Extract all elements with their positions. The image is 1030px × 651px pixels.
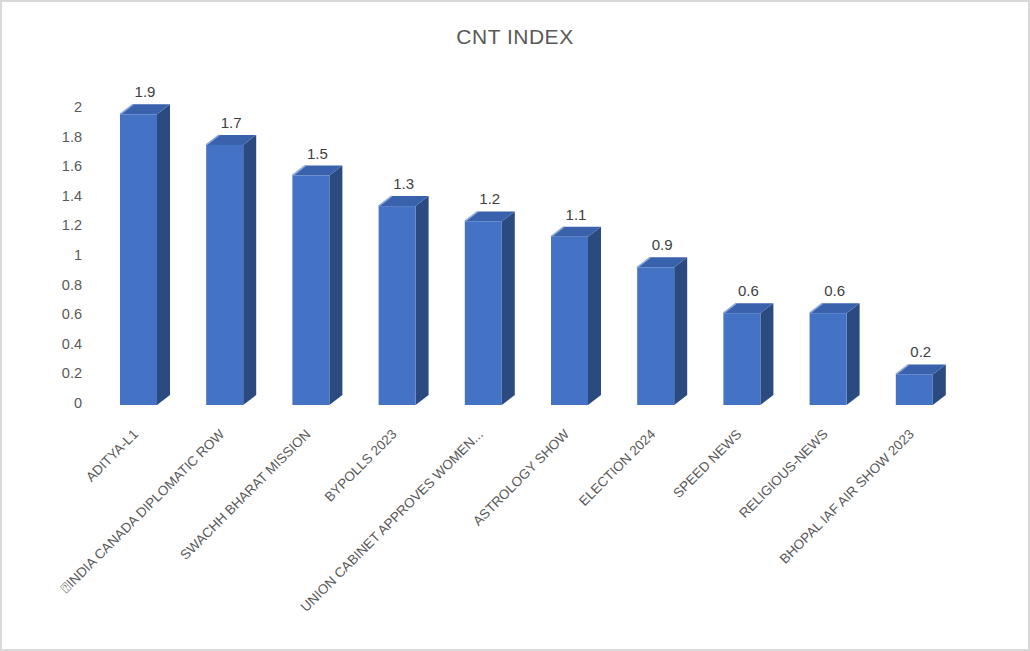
x-axis-category-label: UNION CABINET APPROVES WOMEN...	[298, 427, 486, 615]
bar-series-column: 0.2	[896, 343, 946, 405]
x-axis-category-label: SPEED NEWS	[670, 427, 744, 501]
bar-front-face	[465, 221, 502, 405]
y-axis-tick-label: 1.4	[62, 188, 82, 204]
y-axis-tick-label: 1	[74, 247, 82, 263]
bar-front-face	[379, 206, 416, 405]
bar-front-face	[896, 374, 933, 405]
bar-side-face	[416, 196, 429, 405]
y-axis-tick-label: 1.2	[62, 217, 82, 233]
bar-series-column: 0.9	[637, 236, 687, 405]
y-axis-tick-label: 2	[74, 99, 82, 115]
bar-side-face	[847, 303, 860, 405]
bar-front-face	[723, 313, 760, 405]
bar-front-face	[206, 145, 243, 405]
y-axis-tick-label: 1.6	[62, 158, 82, 174]
bar-series-column: 0.6	[723, 282, 773, 405]
bar-series-column: 1.1	[551, 206, 601, 405]
bar-side-face	[502, 211, 515, 405]
x-axis-category-label: RELIGIOUS-NEWS	[736, 427, 830, 521]
bar-side-face	[674, 257, 687, 405]
data-label: 0.2	[910, 343, 931, 360]
data-label: 1.5	[307, 145, 328, 162]
x-axis-category-label: ASTROLOGY SHOW	[470, 426, 572, 528]
bar-side-face	[760, 303, 773, 405]
y-axis-tick-label: 0.4	[62, 336, 82, 352]
data-label: 0.6	[824, 282, 845, 299]
x-axis-category-label: BYPOLLS 2023	[322, 427, 400, 505]
bar-series-column: 1.9	[120, 83, 170, 405]
x-axis-category-label: ADITYA-L1	[83, 427, 141, 485]
bar-series-column: 1.5	[292, 145, 342, 406]
bar-side-face	[243, 135, 256, 405]
y-axis-tick-label: 0.8	[62, 277, 82, 293]
data-label: 1.2	[479, 190, 500, 207]
x-axis-category-label: ⍰INDIA CANADA DIPLOMATIC ROW	[58, 426, 228, 596]
y-axis-tick-label: 0.6	[62, 306, 82, 322]
x-axis-category-label: ELECTION 2024	[576, 426, 659, 509]
data-label: 1.7	[221, 114, 242, 131]
bar-front-face	[292, 176, 329, 406]
data-label: 0.9	[652, 236, 673, 253]
data-label: 1.1	[566, 206, 587, 223]
data-label: 1.9	[135, 83, 156, 100]
bar-front-face	[551, 237, 588, 405]
data-label: 0.6	[738, 282, 759, 299]
bar-series-column: 1.7	[206, 114, 256, 405]
bar-front-face	[810, 313, 847, 405]
bar-side-face	[588, 227, 601, 405]
y-axis-tick-label: 0.2	[62, 365, 82, 381]
bar-side-face	[329, 166, 342, 406]
bar-series-column: 1.3	[379, 175, 429, 405]
chart-canvas: CNT INDEX 00.20.40.60.811.21.41.61.821.9…	[0, 0, 1030, 651]
bar-series-column: 1.2	[465, 190, 515, 405]
bar-series-column: 0.6	[810, 282, 860, 405]
data-label: 1.3	[393, 175, 414, 192]
bar-front-face	[120, 114, 157, 405]
bar-side-face	[157, 104, 170, 405]
y-axis-tick-label: 1.8	[62, 129, 82, 145]
y-axis-tick-label: 0	[74, 395, 82, 411]
bar-front-face	[637, 267, 674, 405]
bar-chart-svg: 0 0.2 0.4 0.6 0.8 1 1.2 1.4 1.6 1.8 2 1.9 ADITYA-L1 1…	[2, 2, 1030, 651]
